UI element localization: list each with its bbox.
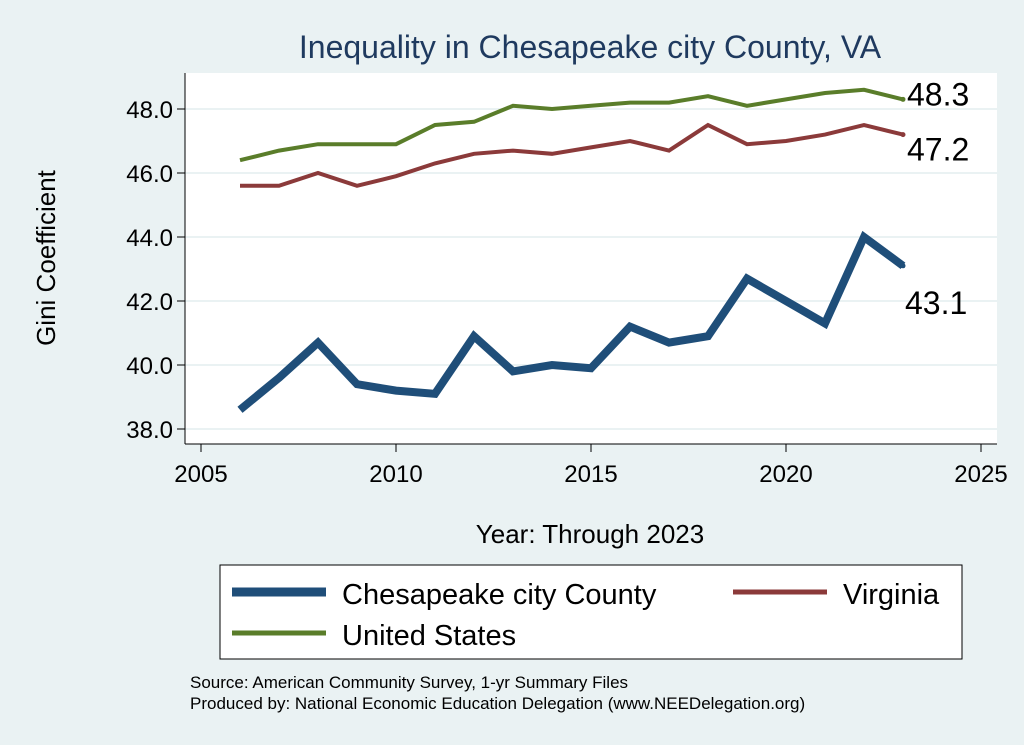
legend-label-virginia: Virginia <box>843 579 940 611</box>
x-tick-label: 2025 <box>954 461 1007 488</box>
legend: Chesapeake city County Virginia United Sta… <box>219 564 963 660</box>
y-axis-ticks: 38.0 40.0 42.0 44.0 46.0 48.0 <box>126 97 185 444</box>
legend-label-united-states: United States <box>342 620 516 652</box>
x-axis-title: Year: Through 2023 <box>476 519 704 549</box>
y-tick-label: 44.0 <box>126 225 173 252</box>
x-tick-label: 2005 <box>174 461 227 488</box>
series-end-point-virginia <box>900 132 906 138</box>
series-line-virginia <box>240 122 904 188</box>
y-tick-label: 48.0 <box>126 97 173 124</box>
plot-area <box>185 73 997 444</box>
source-line-1: Source: American Community Survey, 1-yr … <box>190 673 628 692</box>
chart-title: Inequality in Chesapeake city County, VA <box>299 29 882 65</box>
series-end-point-chesapeake <box>900 263 906 269</box>
source-line-2: Produced by: National Economic Education… <box>190 694 805 713</box>
y-tick-label: 46.0 <box>126 161 173 188</box>
end-labels: 43.1 47.2 48.3 <box>905 76 969 320</box>
y-tick-label: 42.0 <box>126 289 173 316</box>
series-lines <box>237 87 906 413</box>
end-label-virginia: 47.2 <box>907 132 969 168</box>
x-tick-label: 2015 <box>564 461 617 488</box>
y-tick-label: 40.0 <box>126 353 173 380</box>
x-tick-label: 2020 <box>759 461 812 488</box>
x-tick-label: 2010 <box>369 461 422 488</box>
legend-box <box>219 564 963 660</box>
legend-label-chesapeake: Chesapeake city County <box>342 579 657 611</box>
y-axis-title: Gini Coefficient <box>31 169 61 346</box>
end-label-united-states: 48.3 <box>907 76 969 112</box>
series-end-point-united-states <box>900 96 906 102</box>
series-line-chesapeake <box>237 230 906 413</box>
series-line-united-states <box>239 87 904 163</box>
y-tick-label: 38.0 <box>126 417 173 444</box>
x-axis-ticks: 2005 2010 2015 2020 2025 <box>174 444 1008 488</box>
end-label-chesapeake: 43.1 <box>905 285 967 321</box>
